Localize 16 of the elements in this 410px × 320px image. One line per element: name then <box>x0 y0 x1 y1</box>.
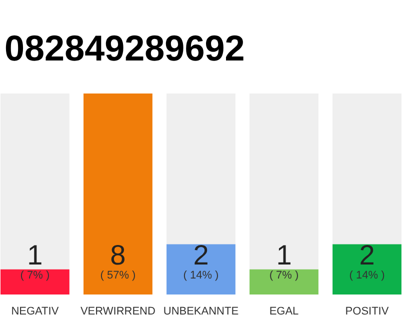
annotation: ( 57% ) <box>100 270 136 282</box>
x-tick-label: EGAL <box>269 306 299 318</box>
data-label: 2 <box>359 240 375 270</box>
x-tick-label: UNBEKANNTE <box>163 306 239 318</box>
data-label: 1 <box>27 240 43 270</box>
x-tick-label: NEGATIV <box>11 306 60 318</box>
x-tick-label: VERWIRREND <box>80 306 156 318</box>
data-label: 8 <box>110 240 126 270</box>
chart-title: 082849289692 <box>4 28 245 68</box>
annotation: ( 7% ) <box>20 270 50 282</box>
annotation: ( 14% ) <box>183 270 219 282</box>
x-tick-label: POSITIV <box>345 306 390 318</box>
annotation: ( 7% ) <box>269 270 299 282</box>
data-label: 1 <box>276 240 292 270</box>
annotation: ( 14% ) <box>349 270 385 282</box>
data-label: 2 <box>193 240 209 270</box>
